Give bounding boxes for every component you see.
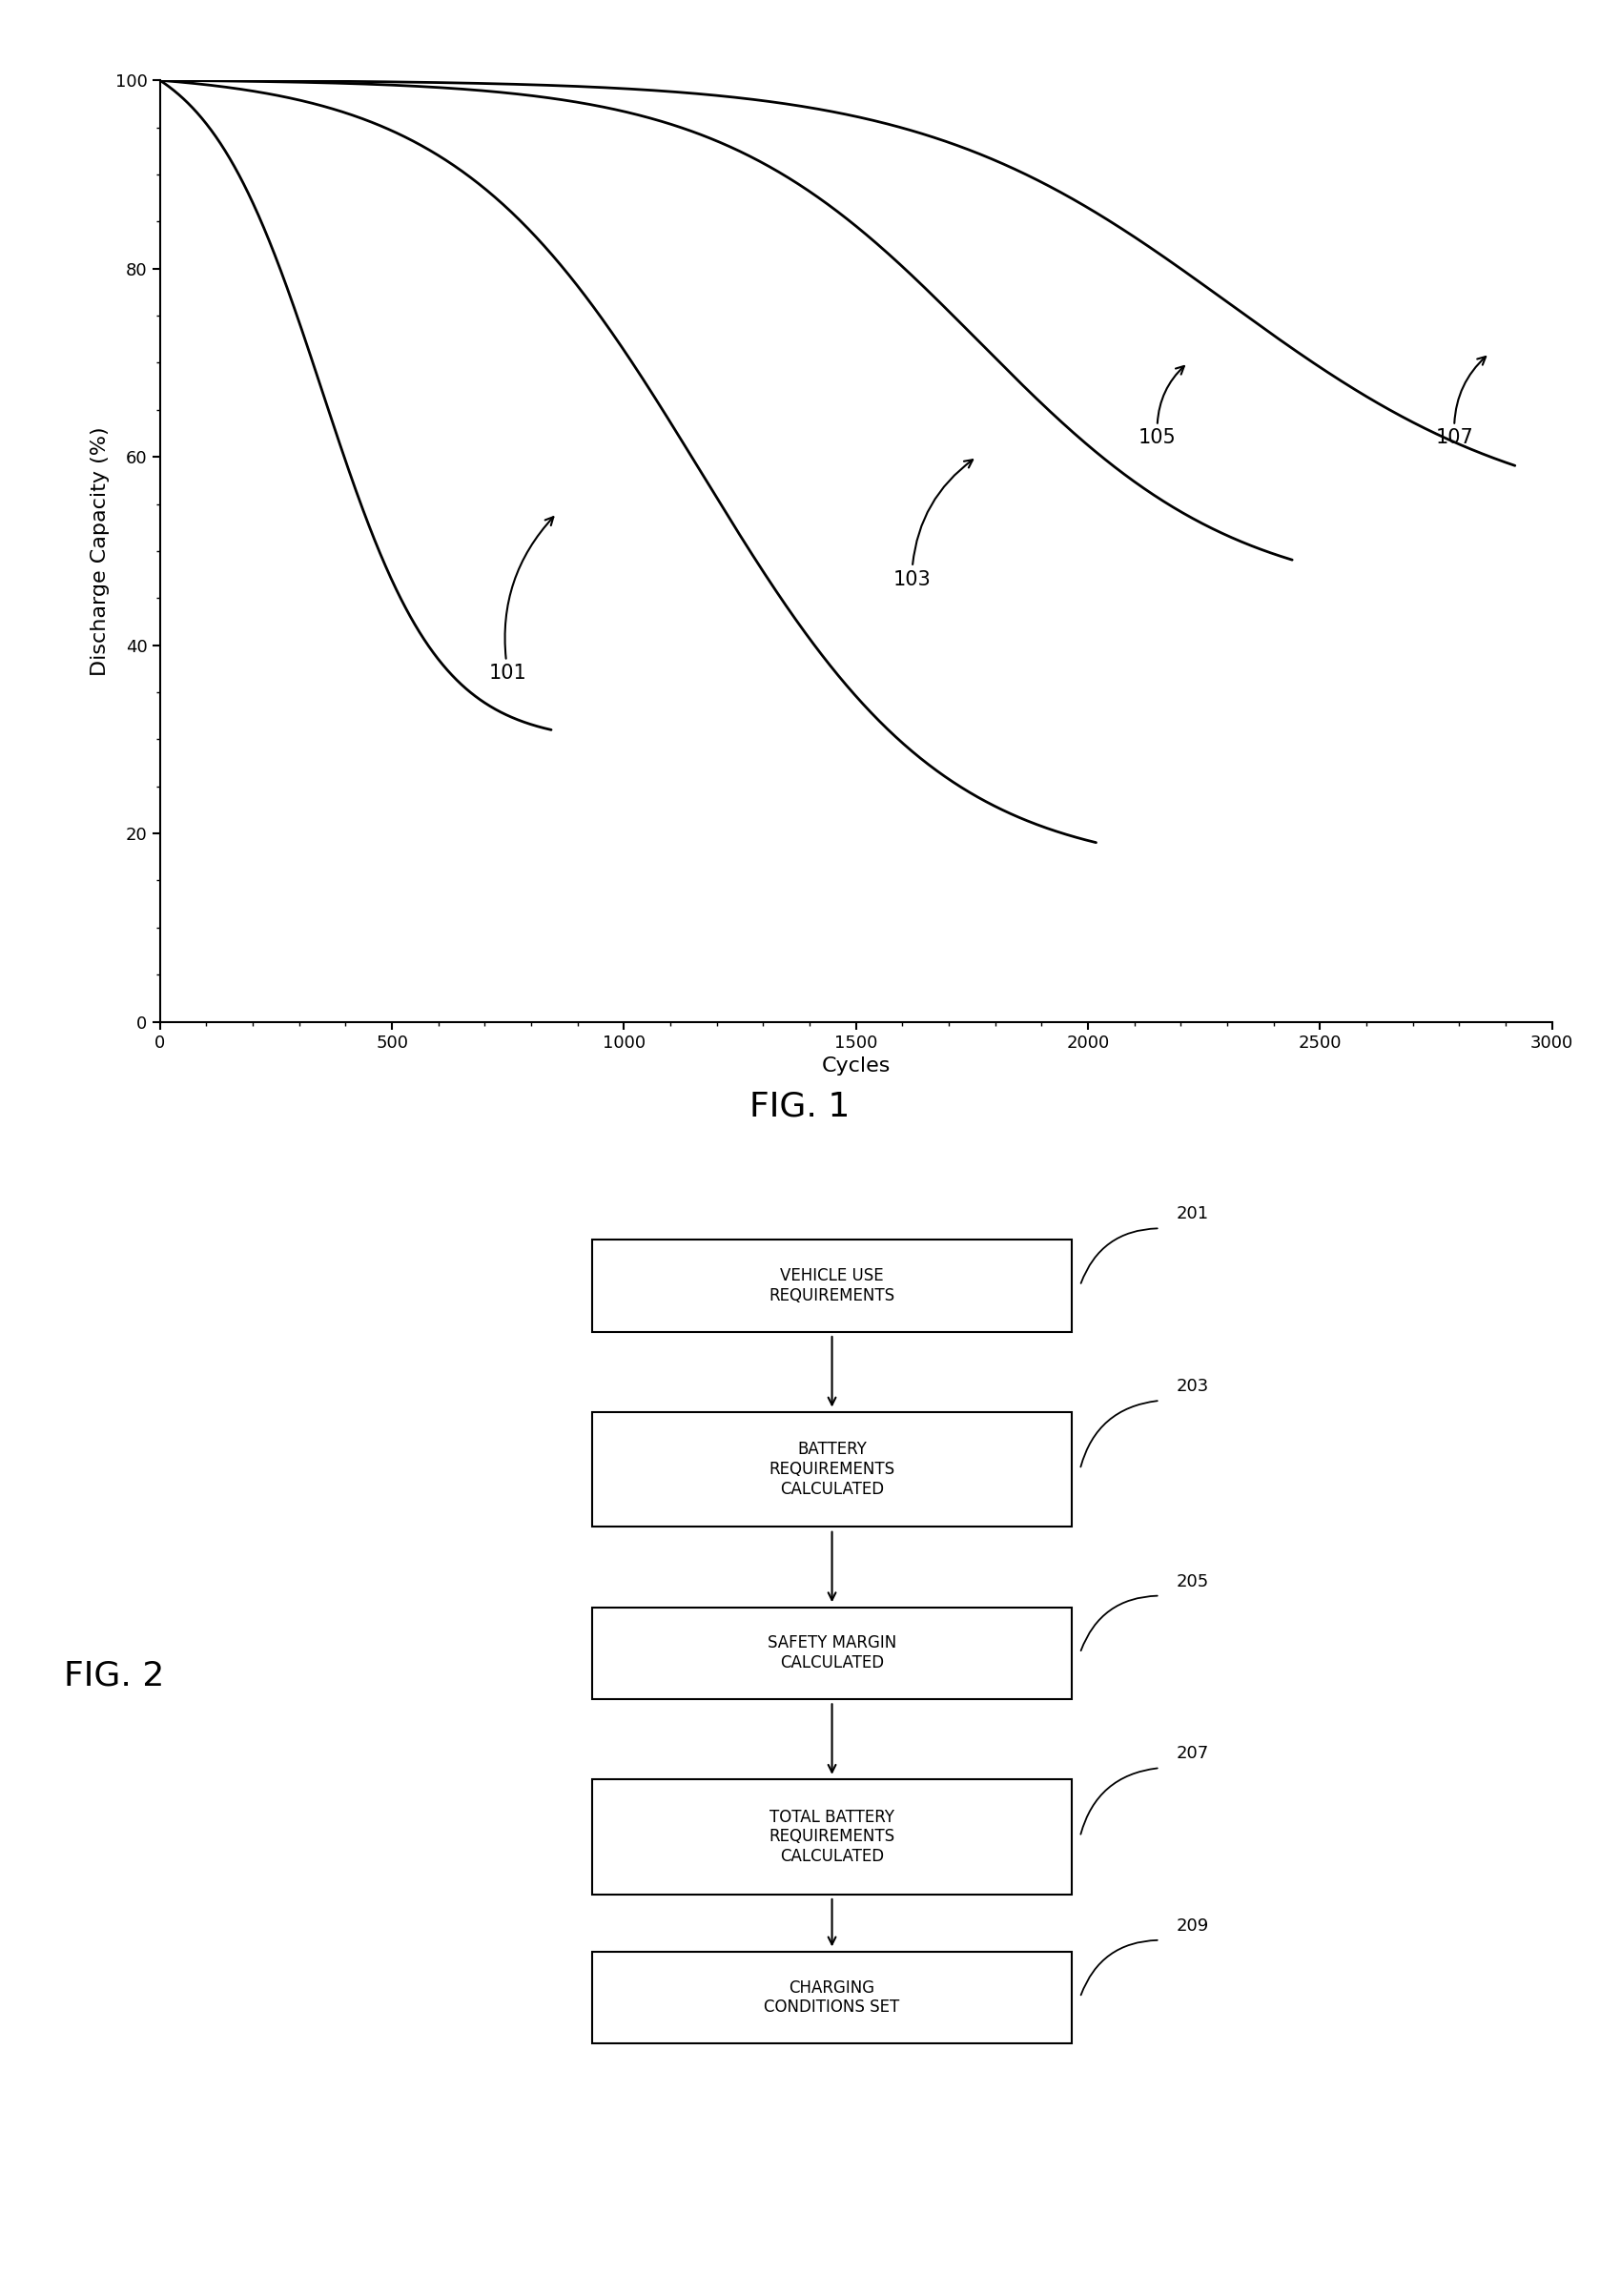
Text: 107: 107 [1435, 356, 1486, 448]
FancyBboxPatch shape [592, 1607, 1072, 1699]
Text: FIG. 2: FIG. 2 [64, 1660, 165, 1692]
Text: 207: 207 [1176, 1745, 1208, 1763]
Text: TOTAL BATTERY
REQUIREMENTS
CALCULATED: TOTAL BATTERY REQUIREMENTS CALCULATED [770, 1809, 894, 1864]
Text: 101: 101 [490, 517, 554, 682]
Text: 201: 201 [1176, 1205, 1208, 1221]
Text: 105: 105 [1139, 365, 1184, 448]
Text: 205: 205 [1176, 1573, 1208, 1589]
Text: 209: 209 [1176, 1917, 1208, 1933]
FancyBboxPatch shape [592, 1240, 1072, 1332]
FancyBboxPatch shape [592, 1952, 1072, 2043]
Text: SAFETY MARGIN
CALCULATED: SAFETY MARGIN CALCULATED [768, 1635, 896, 1671]
Text: 203: 203 [1176, 1378, 1208, 1394]
Text: BATTERY
REQUIREMENTS
CALCULATED: BATTERY REQUIREMENTS CALCULATED [770, 1442, 894, 1497]
Text: VEHICLE USE
REQUIREMENTS: VEHICLE USE REQUIREMENTS [770, 1267, 894, 1304]
FancyBboxPatch shape [592, 1779, 1072, 1894]
X-axis label: Cycles: Cycles [821, 1056, 891, 1077]
FancyBboxPatch shape [592, 1412, 1072, 1527]
Y-axis label: Discharge Capacity (%): Discharge Capacity (%) [91, 427, 110, 675]
Text: CHARGING
CONDITIONS SET: CHARGING CONDITIONS SET [765, 1979, 899, 2016]
Text: FIG. 1: FIG. 1 [750, 1091, 850, 1123]
Text: 103: 103 [893, 459, 973, 588]
